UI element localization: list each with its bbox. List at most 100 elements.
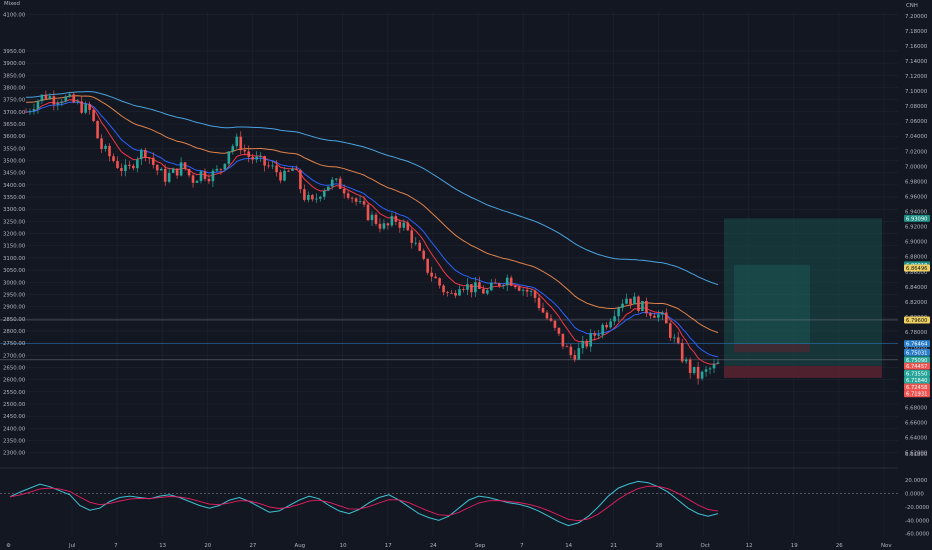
- candle-body[interactable]: [28, 111, 32, 112]
- candle-body[interactable]: [322, 190, 326, 197]
- candle-body[interactable]: [561, 333, 565, 347]
- time-axis[interactable]: Jul 7 13 20 27 Aug 10 17 24 Sep 7 14 21 28 Oct 12 19 26 No…: [68, 543, 892, 549]
- candle-body[interactable]: [223, 163, 227, 170]
- candle-body[interactable]: [609, 321, 612, 328]
- candle-body[interactable]: [700, 371, 704, 379]
- candle-body[interactable]: [44, 94, 48, 99]
- candle-body[interactable]: [497, 283, 501, 286]
- candle-body[interactable]: [716, 362, 720, 364]
- candle-body[interactable]: [549, 318, 553, 321]
- candle-body[interactable]: [92, 109, 95, 121]
- candle-body[interactable]: [446, 292, 449, 294]
- candle-body[interactable]: [664, 312, 668, 324]
- candle-body[interactable]: [418, 242, 422, 251]
- candle-body[interactable]: [422, 250, 426, 259]
- candle-body[interactable]: [291, 168, 294, 171]
- candle-body[interactable]: [84, 104, 87, 113]
- candle-body[interactable]: [72, 94, 76, 103]
- candle-body[interactable]: [88, 104, 91, 110]
- candle-body[interactable]: [577, 348, 581, 360]
- candle-body[interactable]: [104, 145, 107, 149]
- candle-body[interactable]: [219, 168, 223, 170]
- candle-body[interactable]: [593, 333, 597, 336]
- candle-body[interactable]: [167, 172, 171, 182]
- candle-body[interactable]: [56, 102, 60, 105]
- candle-body[interactable]: [159, 168, 163, 171]
- candle-body[interactable]: [76, 101, 80, 103]
- candle-body[interactable]: [378, 223, 382, 229]
- candle-body[interactable]: [688, 359, 692, 374]
- candle-body[interactable]: [708, 368, 712, 370]
- settings-gear-icon[interactable]: ⚙: [6, 543, 11, 549]
- candle-body[interactable]: [287, 170, 290, 172]
- candle-body[interactable]: [171, 168, 175, 173]
- oscillator-pane[interactable]: [0, 480, 898, 527]
- candle-body[interactable]: [645, 300, 648, 314]
- candle-body[interactable]: [394, 216, 398, 222]
- candle-body[interactable]: [529, 290, 533, 292]
- candle-body[interactable]: [175, 168, 179, 176]
- candle-body[interactable]: [625, 298, 628, 304]
- candle-body[interactable]: [259, 156, 262, 157]
- candle-body[interactable]: [597, 334, 600, 336]
- candle-body[interactable]: [601, 324, 604, 335]
- candle-body[interactable]: [434, 276, 437, 279]
- candle-body[interactable]: [668, 323, 672, 338]
- left-price-axis[interactable]: 4100.00 3950.00 3900.00 3850.00 3800.00 3750.…: [3, 12, 26, 456]
- candle-body[interactable]: [342, 188, 346, 194]
- candle-body[interactable]: [553, 320, 557, 328]
- long-stop-zone[interactable]: [724, 365, 882, 378]
- candle-body[interactable]: [430, 272, 433, 277]
- short-stop-zone[interactable]: [734, 343, 810, 353]
- candle-body[interactable]: [581, 340, 585, 349]
- candle-body[interactable]: [108, 145, 111, 157]
- candle-body[interactable]: [247, 151, 251, 157]
- candle-body[interactable]: [68, 94, 72, 97]
- candle-body[interactable]: [303, 189, 306, 200]
- candle-body[interactable]: [617, 307, 620, 317]
- candle-body[interactable]: [370, 214, 374, 221]
- candle-body[interactable]: [263, 156, 266, 166]
- candle-body[interactable]: [199, 171, 203, 181]
- candle-body[interactable]: [147, 157, 151, 159]
- candle-body[interactable]: [183, 162, 187, 169]
- candle-body[interactable]: [251, 156, 254, 160]
- candle-body[interactable]: [513, 285, 517, 288]
- candle-body[interactable]: [140, 150, 143, 160]
- candle-body[interactable]: [462, 289, 465, 290]
- candle-body[interactable]: [458, 289, 461, 296]
- candle-body[interactable]: [346, 193, 350, 198]
- candle-body[interactable]: [227, 151, 231, 164]
- candle-body[interactable]: [585, 340, 589, 347]
- candle-body[interactable]: [52, 96, 56, 105]
- candle-body[interactable]: [203, 171, 207, 179]
- candle-body[interactable]: [354, 198, 358, 202]
- candle-body[interactable]: [195, 180, 199, 183]
- candle-body[interactable]: [684, 359, 688, 362]
- candle-body[interactable]: [589, 333, 593, 347]
- candle-body[interactable]: [557, 327, 561, 334]
- candle-body[interactable]: [374, 214, 378, 224]
- candle-body[interactable]: [466, 284, 469, 290]
- candle-body[interactable]: [231, 146, 235, 152]
- candle-body[interactable]: [112, 156, 115, 162]
- candle-body[interactable]: [279, 172, 282, 181]
- candle-body[interactable]: [235, 136, 239, 147]
- candle-body[interactable]: [144, 150, 147, 158]
- candle-body[interactable]: [120, 168, 123, 171]
- candle-body[interactable]: [621, 303, 624, 308]
- candle-body[interactable]: [629, 298, 632, 305]
- candle-body[interactable]: [454, 292, 457, 296]
- candle-body[interactable]: [390, 216, 394, 226]
- candle-body[interactable]: [398, 221, 402, 228]
- candle-body[interactable]: [275, 165, 278, 173]
- candle-body[interactable]: [239, 136, 243, 151]
- candle-body[interactable]: [661, 312, 664, 315]
- candle-body[interactable]: [358, 201, 362, 202]
- candle-body[interactable]: [64, 96, 68, 102]
- candle-body[interactable]: [402, 222, 406, 228]
- candle-body[interactable]: [653, 315, 656, 318]
- candle-body[interactable]: [442, 285, 445, 293]
- candle-body[interactable]: [525, 289, 529, 292]
